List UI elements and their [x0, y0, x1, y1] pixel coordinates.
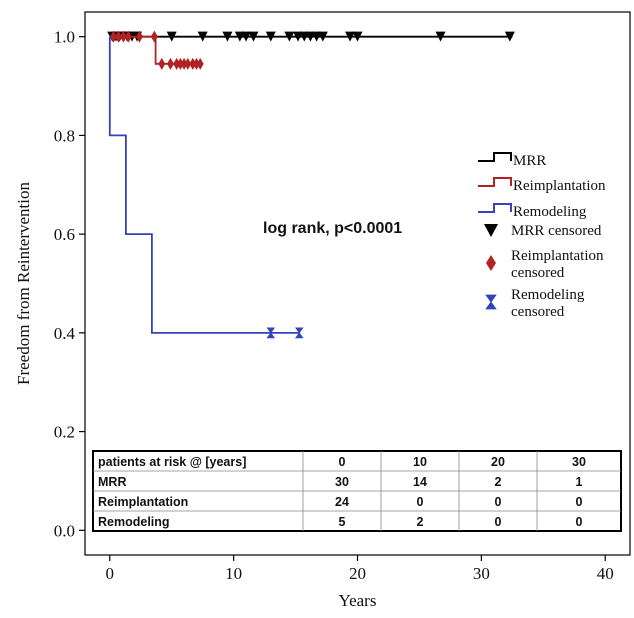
series-reimplantation: [109, 30, 204, 70]
risk-table-cell: 1: [576, 475, 583, 489]
series-remodeling: [108, 36, 304, 339]
axes: 0 10 20 30 400.00.20.40.60.81.0: [54, 28, 614, 583]
legend-item-reimplantation: Reimplantation: [478, 177, 606, 194]
censor-mark-reimplantation: [196, 57, 204, 70]
legend-marker: [485, 294, 497, 310]
censor-mark-mrr: [222, 31, 233, 42]
censor-mark-reimplantation: [114, 30, 122, 43]
risk-table-cell: 0: [576, 515, 583, 529]
risk-table-cell: 5: [339, 515, 346, 529]
legend: MRR Reimplantation Remodeling MRR censored R…: [478, 152, 606, 320]
risk-table-cell: Reimplantation: [98, 495, 188, 509]
risk-table-cell: 2: [495, 475, 502, 489]
risk-table-cell: 2: [417, 515, 424, 529]
censor-mark-mrr: [197, 31, 208, 42]
risk-table-header-cell: 10: [413, 455, 427, 469]
censor-mark-reimplantation: [166, 57, 174, 70]
risk-table-cell: 0: [495, 515, 502, 529]
censor-mark-mrr: [504, 31, 515, 42]
censor-mark-reimplantation: [158, 57, 166, 70]
y-tick-label: 1.0: [54, 28, 75, 47]
censor-mark-remodeling: [295, 327, 304, 339]
legend-marker: [486, 255, 496, 271]
censor-mark-mrr: [284, 31, 295, 42]
censor-mark-mrr: [435, 31, 446, 42]
y-tick-label: 0.6: [54, 225, 75, 244]
censor-mark-reimplantation: [176, 57, 184, 70]
x-tick-label: 40: [597, 564, 614, 583]
risk-table-cell: MRR: [98, 475, 126, 489]
legend-swatch: [478, 152, 512, 162]
risk-table-cell: 0: [417, 495, 424, 509]
censor-mark-reimplantation: [109, 30, 117, 43]
legend-label: Reimplantation: [513, 178, 606, 194]
censor-mark-mrr: [248, 31, 259, 42]
censor-mark-reimplantation: [192, 57, 200, 70]
legend-swatch: [478, 177, 512, 187]
y-axis-title: Freedom from Reintervention: [14, 182, 33, 386]
censor-mark-reimplantation: [124, 30, 132, 43]
censor-mark-mrr: [166, 31, 177, 42]
risk-table-cell: 30: [335, 475, 349, 489]
y-tick-label: 0.2: [54, 423, 75, 442]
censor-mark-reimplantation: [180, 57, 188, 70]
risk-table-cell: 14: [413, 475, 427, 489]
censor-mark-mrr: [241, 31, 252, 42]
x-tick-label: 20: [349, 564, 366, 583]
x-axis-title: Years: [339, 591, 377, 610]
series-mrr: [107, 31, 515, 42]
risk-table-header-cell: 20: [491, 455, 505, 469]
legend-label: censored: [511, 265, 565, 281]
x-tick-label: 30: [473, 564, 490, 583]
risk-table-cell: 0: [576, 495, 583, 509]
legend-label: MRR: [513, 153, 546, 169]
risk-table-cell: Remodeling: [98, 515, 170, 529]
risk-table-header-cell: 30: [572, 455, 586, 469]
censor-mark-remodeling: [266, 327, 276, 339]
log-rank-annotation: log rank, p<0.0001: [263, 220, 402, 237]
legend-marker: [484, 224, 498, 237]
legend-label: censored: [511, 304, 565, 320]
legend-item-mrr: MRR: [478, 152, 546, 169]
risk-table-cell: 0: [495, 495, 502, 509]
legend-label: Reimplantation: [511, 248, 604, 264]
censor-mark-reimplantation: [136, 30, 143, 43]
censor-mark-mrr: [317, 31, 328, 42]
risk-table-header-cell: 0: [339, 455, 346, 469]
risk-table-cell: 24: [335, 495, 349, 509]
series-line-remodeling: [108, 36, 300, 334]
series-layer: [107, 30, 515, 339]
legend-item-remodeling: Remodeling: [478, 203, 587, 220]
censor-mark-reimplantation: [184, 57, 192, 70]
censor-mark-mrr: [345, 31, 356, 42]
legend-item-mrr-censored: MRR censored: [484, 223, 602, 239]
y-tick-label: 0.8: [54, 126, 75, 145]
censor-mark-reimplantation: [189, 57, 197, 70]
censor-mark-reimplantation: [173, 57, 181, 70]
risk-table-header-cell: patients at risk @ [years]: [98, 455, 246, 469]
legend-label: MRR censored: [511, 223, 602, 239]
censor-mark-mrr: [265, 31, 276, 42]
censor-mark-reimplantation: [150, 30, 158, 43]
legend-label: Remodeling: [513, 204, 587, 220]
censor-mark-mrr: [352, 31, 363, 42]
y-tick-label: 0.0: [54, 521, 75, 540]
legend-swatch: [478, 203, 512, 213]
x-tick-label: 10: [225, 564, 242, 583]
censor-mark-reimplantation: [119, 30, 127, 43]
y-tick-label: 0.4: [54, 324, 76, 343]
x-tick-label: 0: [106, 564, 115, 583]
legend-label: Remodeling: [511, 287, 585, 303]
